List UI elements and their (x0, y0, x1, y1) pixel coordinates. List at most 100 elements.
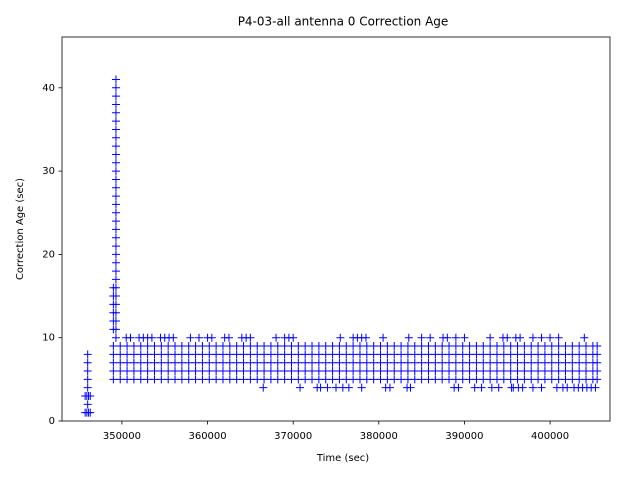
point (534, 358, 543, 367)
point (540, 342, 549, 351)
point (289, 333, 298, 342)
point (362, 367, 371, 376)
point (376, 375, 385, 384)
point (417, 350, 426, 359)
point (540, 350, 549, 359)
point (580, 333, 589, 342)
point (253, 367, 262, 376)
point (266, 350, 275, 359)
point (575, 375, 584, 384)
point (232, 350, 241, 359)
point (397, 350, 406, 359)
point (111, 233, 120, 242)
point (253, 358, 262, 367)
point (314, 375, 323, 384)
point (301, 350, 310, 359)
point (308, 375, 317, 384)
point (403, 350, 412, 359)
point (109, 350, 118, 359)
plot-area (81, 75, 602, 417)
point (207, 333, 216, 342)
point (369, 367, 378, 376)
point (499, 375, 508, 384)
point (424, 375, 433, 384)
point (438, 375, 447, 384)
point (349, 350, 358, 359)
point (520, 342, 529, 351)
point (390, 375, 399, 384)
point (126, 333, 135, 342)
point (109, 292, 118, 301)
point (232, 342, 241, 351)
point (431, 367, 440, 376)
point (451, 333, 460, 342)
point (116, 342, 125, 351)
point (111, 275, 120, 284)
point (527, 350, 536, 359)
point (314, 358, 323, 367)
point (362, 350, 371, 359)
point (349, 342, 358, 351)
point (563, 383, 572, 392)
point (116, 375, 125, 384)
point (486, 358, 495, 367)
point (83, 350, 92, 359)
point (458, 342, 467, 351)
x-tick-label: 350000 (103, 431, 141, 442)
point (150, 342, 159, 351)
point (143, 367, 152, 376)
point (260, 350, 269, 359)
point (445, 342, 454, 351)
point (111, 250, 120, 259)
point (486, 367, 495, 376)
point (362, 358, 371, 367)
point (321, 358, 330, 367)
point (164, 342, 173, 351)
point (294, 358, 303, 367)
point (109, 300, 118, 309)
point (554, 358, 563, 367)
point (328, 358, 337, 367)
point (568, 358, 577, 367)
point (445, 367, 454, 376)
point (246, 358, 255, 367)
point (150, 367, 159, 376)
point (109, 283, 118, 292)
point (205, 367, 214, 376)
point (218, 367, 227, 376)
y-tick-label: 40 (42, 83, 55, 94)
point (198, 350, 207, 359)
point (212, 375, 221, 384)
x-tick-label: 370000 (274, 431, 312, 442)
point (383, 358, 392, 367)
point (273, 358, 282, 367)
point (86, 392, 95, 401)
point (410, 358, 419, 367)
point (177, 367, 186, 376)
point (287, 367, 296, 376)
y-tick-label: 30 (42, 166, 55, 177)
point (177, 350, 186, 359)
point (143, 350, 152, 359)
point (143, 342, 152, 351)
point (390, 350, 399, 359)
point (355, 367, 364, 376)
point (273, 367, 282, 376)
point (246, 375, 255, 384)
point (342, 358, 351, 367)
point (301, 342, 310, 351)
point (143, 358, 152, 367)
point (561, 350, 570, 359)
point (260, 358, 269, 367)
point (554, 375, 563, 384)
point (136, 367, 145, 376)
point (308, 358, 317, 367)
point (344, 383, 353, 392)
point (520, 350, 529, 359)
point (205, 375, 214, 384)
point (239, 367, 248, 376)
point (157, 358, 166, 367)
point (472, 358, 481, 367)
point (287, 342, 296, 351)
